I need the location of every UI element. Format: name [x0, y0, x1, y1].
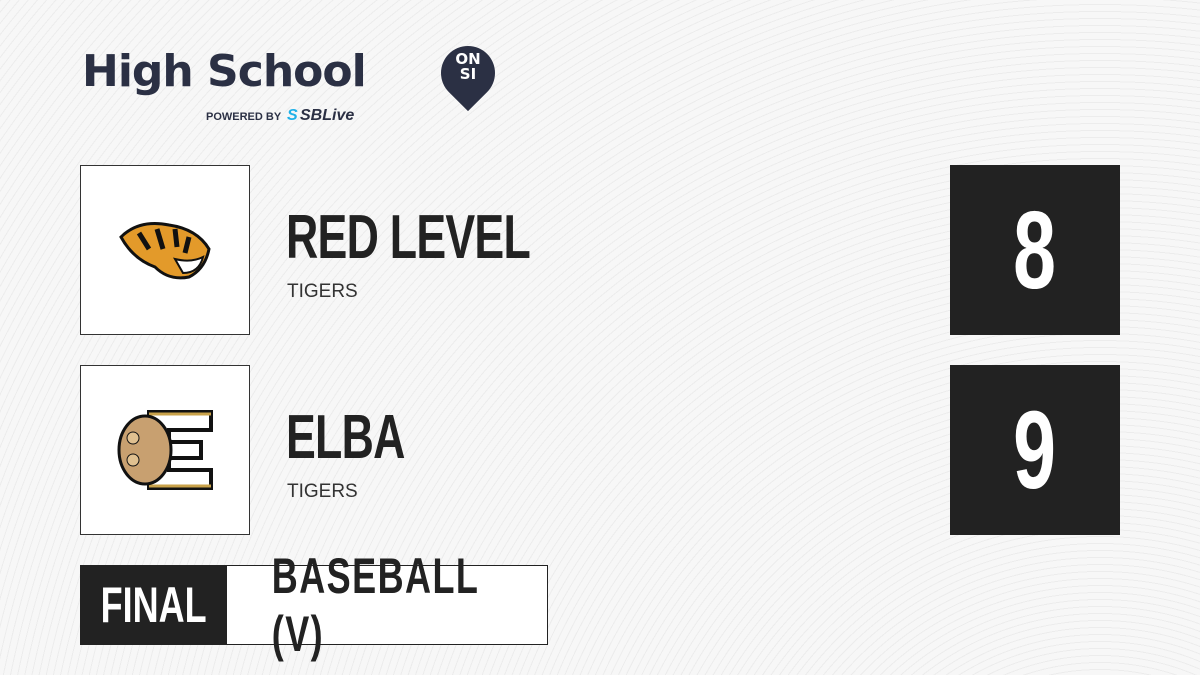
- sblive-logo: S: [287, 107, 298, 124]
- brand-title: High School: [82, 46, 367, 97]
- sport-label: BASEBALL (V): [271, 548, 479, 662]
- sblive-text: SBLive: [300, 107, 355, 124]
- team-score: 9: [950, 365, 1120, 535]
- team-logo-elba: [80, 365, 250, 535]
- team-logo-red-level: [80, 165, 250, 335]
- powered-by-label: POWERED BY: [206, 111, 282, 123]
- team-score: 8: [950, 165, 1120, 335]
- on-si-badge: ON SI: [455, 50, 481, 83]
- tiger-paw-e-icon: [117, 410, 213, 490]
- game-status-bar: FINAL BASEBALL (V): [80, 548, 548, 662]
- team-name: ELBA: [286, 403, 405, 472]
- final-badge: FINAL: [81, 566, 227, 644]
- team-mascot: TIGERS: [287, 481, 358, 502]
- tiger-head-icon: [119, 222, 211, 280]
- team-mascot: TIGERS: [287, 281, 358, 302]
- team-name: RED LEVEL: [286, 203, 531, 272]
